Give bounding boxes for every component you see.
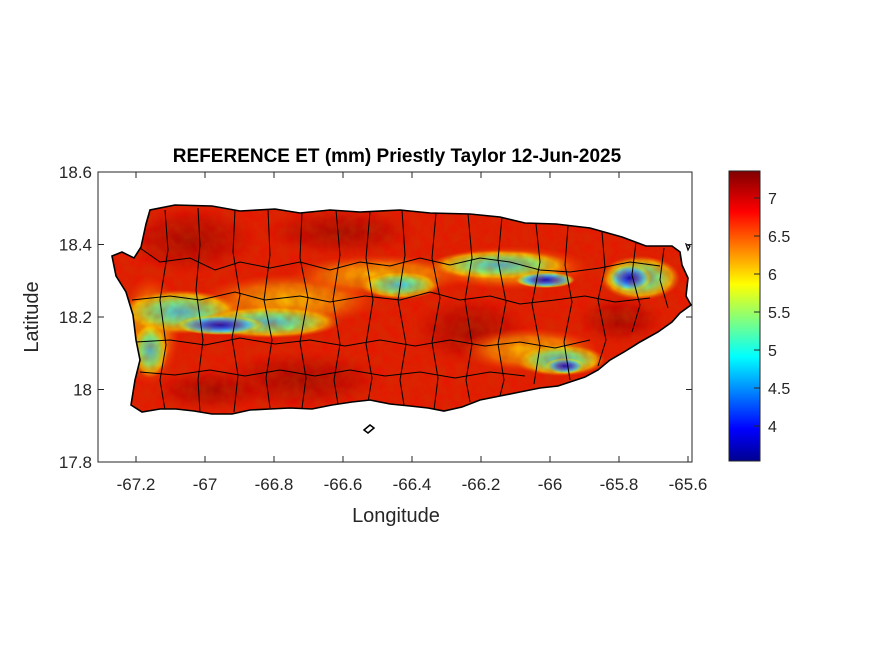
islet [362,424,376,434]
colorbar-tick-label: 5 [768,343,777,360]
x-tick-label: -67 [193,475,218,494]
colorbar-tick-label: 4.5 [768,381,790,398]
y-axis: 18.6 18.4 18.2 18 17.8 [59,163,692,472]
colorbar-tick-label: 5.5 [768,305,790,322]
x-tick-label: -65.8 [600,475,639,494]
chart-title: REFERENCE ET (mm) Priestly Taylor 12-Jun… [173,146,622,167]
y-tick-label: 18 [73,381,92,400]
colorbar-gradient [728,170,761,462]
x-tick-label: -66 [538,475,563,494]
y-tick-label: 18.4 [59,236,92,255]
colorbar-tick-label: 7 [768,191,777,208]
x-tick-label: -65.6 [669,475,708,494]
x-tick-label: -66.6 [324,475,363,494]
y-tick-label: 17.8 [59,453,92,472]
colorbar-tick-label: 6.5 [768,229,790,246]
municipal-boundaries [131,207,669,413]
x-tick-label: -66.8 [255,475,294,494]
x-tick-label: -66.4 [393,475,432,494]
x-tick-label: -67.2 [117,475,156,494]
colorbar: 4 4.5 5 5.5 6 6.5 7 [728,170,790,462]
x-tick-label: -66.2 [462,475,501,494]
x-axis: -67.2 -67 -66.8 -66.6 -66.4 -66.2 -66 -6… [117,172,708,494]
y-tick-label: 18.6 [59,163,92,182]
colorbar-tick-label: 6 [768,267,777,284]
y-axis-label: Latitude [21,281,43,352]
x-axis-label: Longitude [352,505,440,527]
colorbar-tick-label: 4 [768,419,777,436]
y-tick-label: 18.2 [59,308,92,327]
